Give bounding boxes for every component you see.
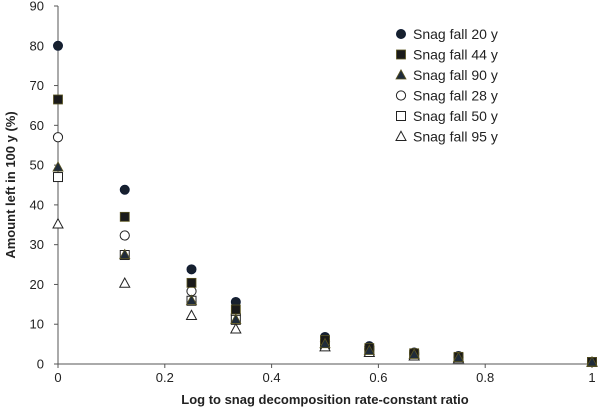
y-tick-label: 70 [30,78,44,93]
legend-label: Snag fall 28 y [413,88,498,104]
data-point [52,217,64,229]
y-ticks: 0 10 20 30 40 50 60 70 80 90 [30,0,58,372]
data-point [185,294,198,305]
data-point [586,355,598,367]
data-point [186,277,197,288]
y-axis-title: Amount left in 100 y (%) [3,111,18,258]
data-point [319,337,331,349]
data-point [119,184,130,195]
data-point [53,172,63,183]
y-tick-label: 50 [30,158,44,173]
data-point [363,344,375,355]
y-tick-label: 10 [30,317,44,332]
legend-marker [395,130,407,141]
y-tick-label: 90 [30,0,44,14]
x-tick-label: 0.8 [476,370,494,385]
y-tick-label: 40 [30,197,44,212]
y-tick-label: 20 [30,277,44,292]
legend-label: Snag fall 95 y [413,129,498,145]
data-point [52,161,64,172]
x-tick-label: 0.2 [156,370,174,385]
x-tick-label: 0.6 [369,370,387,385]
data-point [230,313,242,324]
legend-marker [395,90,407,101]
legend-label: Snag fall 44 y [413,47,498,63]
data-point [53,94,63,105]
legend-marker [396,49,406,60]
x-ticks: 0 0.2 0.4 0.6 0.8 1 [54,364,596,385]
x-axis-title: Log to snag decomposition rate-constant … [181,392,469,407]
legend-label: Snag fall 50 y [413,108,498,124]
data-point [408,348,420,359]
axes [57,6,592,365]
data-point [53,40,64,51]
data-point [119,230,130,241]
y-tick-label: 30 [30,237,44,252]
data-point [119,211,130,222]
y-tick-label: 80 [30,38,44,53]
data-point [119,248,131,260]
legend-marker [396,111,406,121]
data-point [52,132,64,143]
data-point [185,309,198,320]
y-tick-label: 60 [30,118,44,133]
legend-label: Snag fall 20 y [413,26,498,42]
data-point [186,264,197,275]
data-points [52,40,598,368]
data-point [229,322,242,334]
x-tick-label: 0 [54,370,61,385]
data-point [452,351,465,363]
legend-marker [395,28,406,39]
legend-label: Snag fall 90 y [413,67,498,83]
data-point [118,277,131,288]
legend-marker [395,68,407,80]
y-tick-label: 0 [37,357,44,372]
legend: Snag fall 20 y Snag fall 44 y Snag fall 90… [395,26,498,145]
data-point [230,304,241,315]
x-tick-label: 0.4 [263,370,281,385]
x-tick-label: 1 [588,370,595,385]
